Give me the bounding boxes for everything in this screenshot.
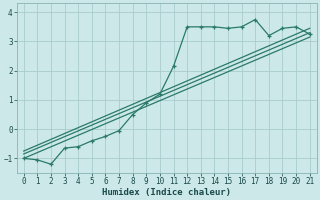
X-axis label: Humidex (Indice chaleur): Humidex (Indice chaleur) <box>102 188 231 197</box>
